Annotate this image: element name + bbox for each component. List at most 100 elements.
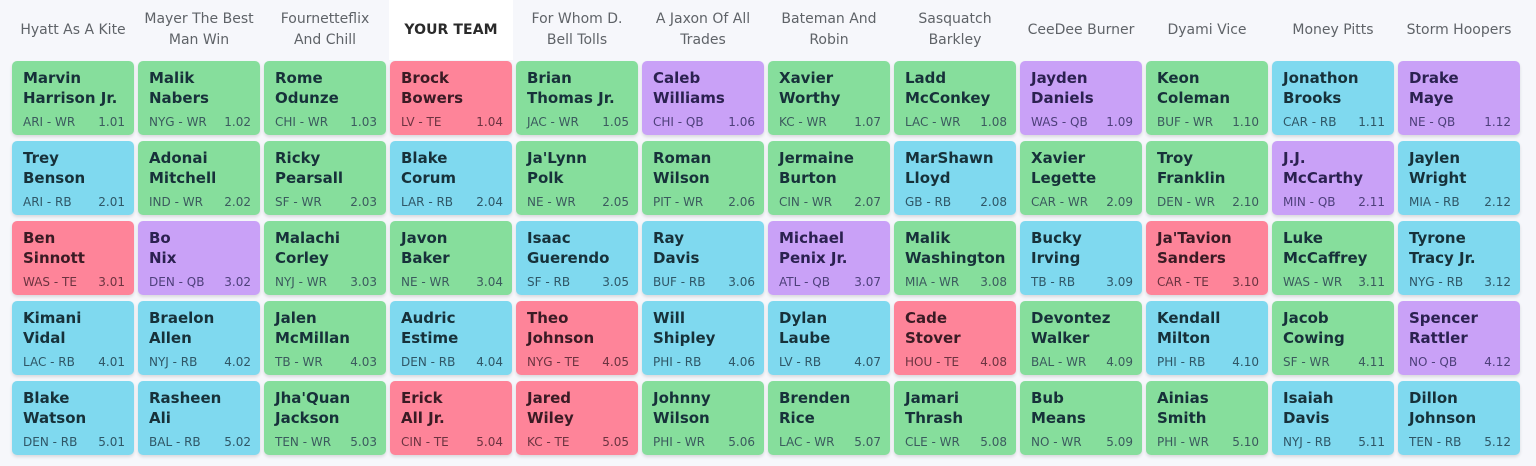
team-position: NYJ - WR xyxy=(275,275,328,289)
pick-card[interactable]: Malik Nabers NYG - WR 1.02 xyxy=(138,61,260,135)
pick-number: 1.07 xyxy=(854,115,881,129)
pick-number: 3.10 xyxy=(1232,275,1259,289)
pick-card[interactable]: Ainias Smith PHI - WR 5.10 xyxy=(1146,381,1268,455)
pick-card[interactable]: Kimani Vidal LAC - RB 4.01 xyxy=(12,301,134,375)
pick-card[interactable]: Ray Davis BUF - RB 3.06 xyxy=(642,221,764,295)
pick-card[interactable]: Caleb Williams CHI - QB 1.06 xyxy=(642,61,764,135)
pick-number: 5.08 xyxy=(980,435,1007,449)
pick-card[interactable]: Ja'Tavion Sanders CAR - TE 3.10 xyxy=(1146,221,1268,295)
pick-number: 3.07 xyxy=(854,275,881,289)
pick-card[interactable]: Johnny Wilson PHI - WR 5.06 xyxy=(642,381,764,455)
pick-card[interactable]: Spencer Rattler NO - QB 4.12 xyxy=(1398,301,1520,375)
player-last-name: Burton xyxy=(779,169,837,187)
pick-card[interactable]: Brian Thomas Jr. JAC - WR 1.05 xyxy=(516,61,638,135)
pick-card[interactable]: Rasheen Ali BAL - RB 5.02 xyxy=(138,381,260,455)
pick-card[interactable]: J.J. McCarthy MIN - QB 2.11 xyxy=(1272,141,1394,215)
pick-card[interactable]: Jared Wiley KC - TE 5.05 xyxy=(516,381,638,455)
pick-card[interactable]: Blake Corum LAR - RB 2.04 xyxy=(390,141,512,215)
pick-number: 5.07 xyxy=(854,435,881,449)
player-last-name: Irving xyxy=(1031,249,1081,267)
pick-card[interactable]: Jayden Daniels WAS - QB 1.09 xyxy=(1020,61,1142,135)
pick-card[interactable]: Isaac Guerendo SF - RB 3.05 xyxy=(516,221,638,295)
player-first-name: Roman xyxy=(653,149,712,167)
pick-card[interactable]: Trey Benson ARI - RB 2.01 xyxy=(12,141,134,215)
team-position: WAS - QB xyxy=(1031,115,1088,129)
player-last-name: McMillan xyxy=(275,329,350,347)
team-position: BUF - WR xyxy=(1157,115,1214,129)
pick-meta: CIN - TE 5.04 xyxy=(401,435,503,449)
pick-card[interactable]: Isaiah Davis NYJ - RB 5.11 xyxy=(1272,381,1394,455)
player-first-name: Isaiah xyxy=(1283,389,1334,407)
pick-card[interactable]: Dylan Laube LV - RB 4.07 xyxy=(768,301,890,375)
pick-card[interactable]: Roman Wilson PIT - WR 2.06 xyxy=(642,141,764,215)
pick-card[interactable]: Jacob Cowing SF - WR 4.11 xyxy=(1272,301,1394,375)
pick-card[interactable]: Malik Washington MIA - WR 3.08 xyxy=(894,221,1016,295)
pick-card[interactable]: Cade Stover HOU - TE 4.08 xyxy=(894,301,1016,375)
pick-card[interactable]: Jonathon Brooks CAR - RB 1.11 xyxy=(1272,61,1394,135)
player-last-name: Maye xyxy=(1409,89,1454,107)
player-last-name: Tracy Jr. xyxy=(1409,249,1476,267)
pick-meta: LAC - WR 5.07 xyxy=(779,435,881,449)
pick-card[interactable]: Will Shipley PHI - RB 4.06 xyxy=(642,301,764,375)
pick-number: 1.03 xyxy=(350,115,377,129)
pick-card[interactable]: Braelon Allen NYJ - RB 4.02 xyxy=(138,301,260,375)
player-first-name: Ja'Tavion xyxy=(1157,229,1232,247)
pick-card[interactable]: Theo Johnson NYG - TE 4.05 xyxy=(516,301,638,375)
pick-card[interactable]: Erick All Jr. CIN - TE 5.04 xyxy=(390,381,512,455)
team-position: BAL - RB xyxy=(149,435,201,449)
pick-card[interactable]: Dillon Johnson TEN - RB 5.12 xyxy=(1398,381,1520,455)
pick-card[interactable]: Brenden Rice LAC - WR 5.07 xyxy=(768,381,890,455)
pick-card[interactable]: Tyrone Tracy Jr. NYG - RB 3.12 xyxy=(1398,221,1520,295)
pick-card[interactable]: Jha'Quan Jackson TEN - WR 5.03 xyxy=(264,381,386,455)
pick-card[interactable]: Ricky Pearsall SF - WR 2.03 xyxy=(264,141,386,215)
pick-card[interactable]: Jamari Thrash CLE - WR 5.08 xyxy=(894,381,1016,455)
pick-card[interactable]: Malachi Corley NYJ - WR 3.03 xyxy=(264,221,386,295)
pick-card[interactable]: Jaylen Wright MIA - RB 2.12 xyxy=(1398,141,1520,215)
pick-number: 4.05 xyxy=(602,355,629,369)
team-position: WAS - WR xyxy=(1283,275,1343,289)
pick-card[interactable]: Troy Franklin DEN - WR 2.10 xyxy=(1146,141,1268,215)
pick-card[interactable]: Luke McCaffrey WAS - WR 3.11 xyxy=(1272,221,1394,295)
player-first-name: Brenden xyxy=(779,389,851,407)
pick-card[interactable]: Keon Coleman BUF - WR 1.10 xyxy=(1146,61,1268,135)
team-position: LAC - WR xyxy=(905,115,961,129)
pick-number: 3.09 xyxy=(1106,275,1133,289)
pick-card[interactable]: Adonai Mitchell IND - WR 2.02 xyxy=(138,141,260,215)
pick-card[interactable]: Javon Baker NE - WR 3.04 xyxy=(390,221,512,295)
pick-card[interactable]: Bub Means NO - WR 5.09 xyxy=(1020,381,1142,455)
pick-card[interactable]: Ladd McConkey LAC - WR 1.08 xyxy=(894,61,1016,135)
pick-meta: CAR - WR 2.09 xyxy=(1031,195,1133,209)
pick-card[interactable]: Audric Estime DEN - RB 4.04 xyxy=(390,301,512,375)
pick-card[interactable]: Ja'Lynn Polk NE - WR 2.05 xyxy=(516,141,638,215)
pick-meta: MIN - QB 2.11 xyxy=(1283,195,1385,209)
team-position: CIN - WR xyxy=(779,195,833,209)
pick-card[interactable]: Blake Watson DEN - RB 5.01 xyxy=(12,381,134,455)
pick-card[interactable]: Drake Maye NE - QB 1.12 xyxy=(1398,61,1520,135)
pick-card[interactable]: MarShawn Lloyd GB - RB 2.08 xyxy=(894,141,1016,215)
pick-card[interactable]: Rome Odunze CHI - WR 1.03 xyxy=(264,61,386,135)
pick-meta: BAL - RB 5.02 xyxy=(149,435,251,449)
player-first-name: Jonathon xyxy=(1283,69,1359,87)
pick-card[interactable]: Kendall Milton PHI - RB 4.10 xyxy=(1146,301,1268,375)
pick-card[interactable]: Ben Sinnott WAS - TE 3.01 xyxy=(12,221,134,295)
player-last-name: Washington xyxy=(905,249,1006,267)
pick-card[interactable]: Marvin Harrison Jr. ARI - WR 1.01 xyxy=(12,61,134,135)
pick-card[interactable]: Jalen McMillan TB - WR 4.03 xyxy=(264,301,386,375)
player-first-name: Bub xyxy=(1031,389,1064,407)
team-position: CHI - QB xyxy=(653,115,704,129)
pick-card[interactable]: Bo Nix DEN - QB 3.02 xyxy=(138,221,260,295)
pick-card[interactable]: Xavier Legette CAR - WR 2.09 xyxy=(1020,141,1142,215)
player-last-name: Johnson xyxy=(527,329,595,347)
pick-card[interactable]: Michael Penix Jr. ATL - QB 3.07 xyxy=(768,221,890,295)
pick-card[interactable]: Devontez Walker BAL - WR 4.09 xyxy=(1020,301,1142,375)
pick-card[interactable]: Jermaine Burton CIN - WR 2.07 xyxy=(768,141,890,215)
pick-card[interactable]: Bucky Irving TB - RB 3.09 xyxy=(1020,221,1142,295)
pick-card[interactable]: Brock Bowers LV - TE 1.04 xyxy=(390,61,512,135)
pick-card[interactable]: Xavier Worthy KC - WR 1.07 xyxy=(768,61,890,135)
player-first-name: Jha'Quan xyxy=(275,389,351,407)
pick-number: 2.07 xyxy=(854,195,881,209)
team-position: MIA - WR xyxy=(905,275,960,289)
pick-meta: NYG - TE 4.05 xyxy=(527,355,629,369)
team-position: LV - TE xyxy=(401,115,442,129)
